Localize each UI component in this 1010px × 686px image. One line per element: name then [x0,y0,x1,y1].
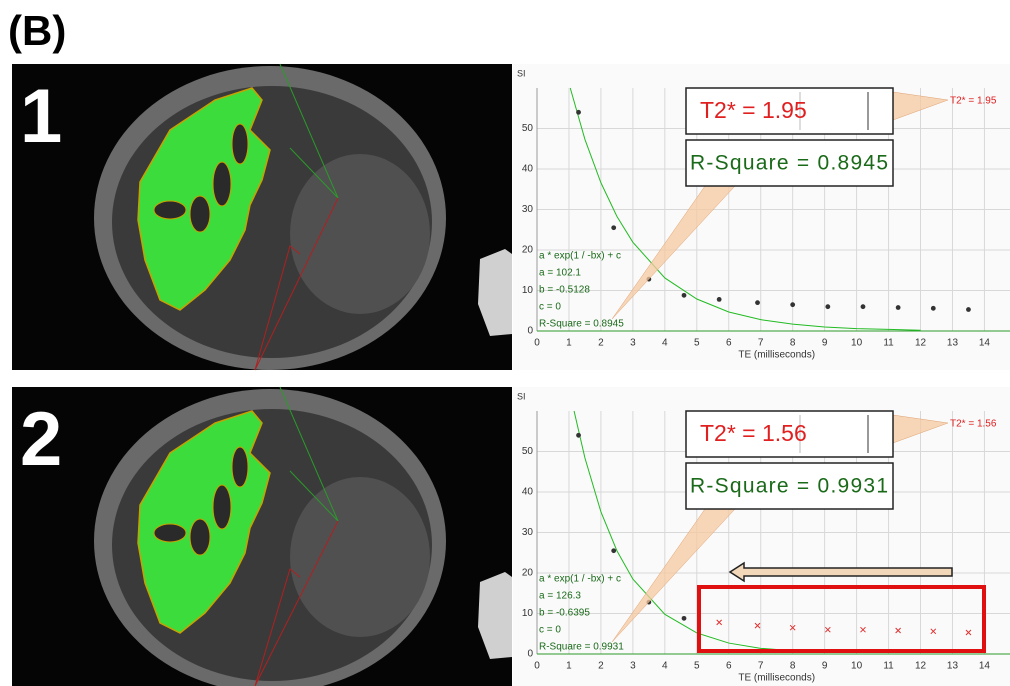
fit-text: c = 0 [539,625,561,636]
data-point [755,300,760,305]
x-tick-label: 4 [662,338,668,349]
page: body { margin: 0; background: #fff; font… [0,0,1010,686]
x-axis-label: TE (milliseconds) [738,350,815,361]
x-tick-label: 14 [979,661,991,672]
fit-text: a * exp(1 / -bx) + c [539,574,621,585]
t2-label: T2* = 1.95 [950,96,997,107]
y-tick-label: 50 [522,446,534,457]
data-point [966,307,971,312]
x-tick-label: 2 [598,661,604,672]
data-point [682,293,687,298]
x-tick-label: 5 [694,661,700,672]
y-axis-label: SI [517,68,526,78]
page-body: {"figure_label": "(B)", "chart_data": [ … [0,0,1010,686]
t2-label: T2* = 1.56 [950,419,997,430]
data-point [931,306,936,311]
x-tick-label: 3 [630,661,636,672]
x-tick-label: 14 [979,338,991,349]
liver-hole [232,447,248,487]
fit-text: a = 126.3 [539,591,581,602]
y-tick-label: 40 [522,164,534,175]
liver-hole [232,124,248,164]
y-tick-label: 20 [522,245,534,256]
fit-text: b = -0.6395 [539,608,590,619]
data-point [717,297,722,302]
x-tick-label: 12 [915,661,927,672]
x-tick-label: 13 [947,661,959,672]
fit-text: c = 0 [539,302,561,313]
callout-r2: R-Square = 0.9931 [690,475,888,498]
x-tick-label: 7 [758,661,764,672]
y-tick-label: 0 [527,649,533,660]
y-tick-label: 40 [522,487,534,498]
x-tick-label: 1 [566,661,572,672]
data-point [896,305,901,310]
liver-hole [213,485,231,529]
x-tick-label: 2 [598,338,604,349]
y-axis-label: SI [517,391,526,401]
mri-organ [290,154,430,314]
liver-hole [190,519,210,555]
panel-number: 1 [20,74,62,159]
x-tick-label: 7 [758,338,764,349]
fit-text: b = -0.5128 [539,285,590,296]
x-tick-label: 4 [662,661,668,672]
y-tick-label: 50 [522,123,534,134]
x-tick-label: 11 [883,661,894,672]
fit-text: R-Square = 0.9931 [539,642,624,653]
mri-organ [290,477,430,637]
y-tick-label: 0 [527,326,533,337]
x-tick-label: 1 [566,338,572,349]
x-tick-label: 8 [790,338,796,349]
x-tick-label: 8 [790,661,796,672]
data-point [611,225,616,230]
callout-t2: T2* = 1.56 [700,420,807,446]
x-axis-label: TE (milliseconds) [738,673,815,684]
x-tick-label: 0 [534,338,540,349]
data-point [682,616,687,621]
x-tick-label: 10 [851,338,863,349]
y-tick-label: 30 [522,527,534,538]
x-tick-label: 0 [534,661,540,672]
x-tick-label: 9 [822,338,828,349]
y-tick-label: 20 [522,568,534,579]
x-tick-label: 10 [851,661,863,672]
y-tick-label: 30 [522,204,534,215]
fit-text: R-Square = 0.8945 [539,319,624,330]
liver-hole [213,162,231,206]
x-tick-label: 5 [694,338,700,349]
figure-label: (B) [8,7,66,54]
data-point [861,304,866,309]
x-tick-label: 3 [630,338,636,349]
data-point [576,110,581,115]
fit-text: a * exp(1 / -bx) + c [539,251,621,262]
x-tick-label: 6 [726,661,732,672]
panel: 10123456789101112131401020304050SITE (mi… [12,64,1010,370]
x-tick-label: 11 [883,338,894,349]
x-tick-label: 9 [822,661,828,672]
x-tick-label: 6 [726,338,732,349]
x-tick-label: 13 [947,338,959,349]
liver-hole [154,201,186,219]
fit-text: a = 102.1 [539,268,581,279]
data-point [611,548,616,553]
x-tick-label: 12 [915,338,927,349]
data-point [576,433,581,438]
panel-number: 2 [20,397,62,482]
data-point [790,302,795,307]
callout-t2: T2* = 1.95 [700,97,807,123]
callout-r2: R-Square = 0.8945 [690,152,888,175]
y-tick-label: 10 [522,285,534,296]
liver-hole [190,196,210,232]
figure: (B) 10123456789101112131401020304050SITE… [0,0,1010,686]
data-point [825,304,830,309]
liver-hole [154,524,186,542]
y-tick-label: 10 [522,608,534,619]
